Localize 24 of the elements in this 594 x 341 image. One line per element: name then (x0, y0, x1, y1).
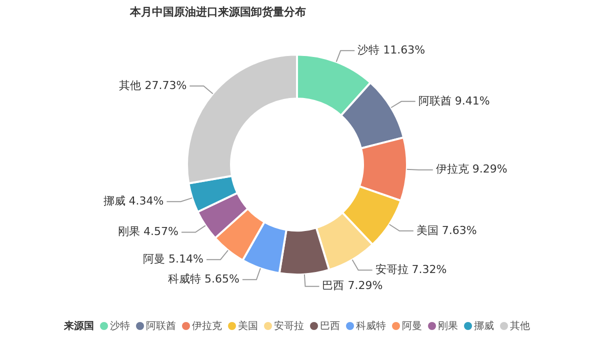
legend-label: 沙特 (110, 320, 130, 333)
category-label: 巴西 7.29% (322, 279, 383, 292)
category-label: 伊拉克 9.29% (436, 162, 508, 176)
legend-label: 其他 (510, 320, 530, 333)
category-label: 阿联酋 9.41% (418, 94, 490, 108)
legend-label: 巴西 (320, 320, 340, 333)
category-label: 美国 7.63% (416, 224, 477, 237)
legend-label: 阿曼 (402, 320, 422, 333)
legend-label: 阿联酋 (146, 320, 176, 333)
chart-title: 本月中国原油进口来源国卸货量分布 (129, 5, 306, 18)
category-label: 其他 27.73% (119, 78, 187, 92)
legend-label: 刚果 (438, 320, 458, 333)
category-label: 阿曼 5.14% (143, 252, 204, 266)
legend-label: 科威特 (356, 320, 386, 333)
legend-label: 伊拉克 (192, 320, 222, 333)
legend-label: 安哥拉 (274, 320, 304, 333)
category-label: 挪威 4.34% (103, 194, 164, 208)
legend-label: 挪威 (474, 320, 494, 333)
category-label: 科威特 5.65% (168, 272, 240, 286)
category-label: 安哥拉 7.32% (375, 262, 447, 276)
legend-title: 来源国 (64, 320, 94, 333)
category-label: 刚果 4.57% (118, 225, 178, 238)
legend-label: 美国 (238, 320, 258, 333)
category-label: 沙特 11.63% (358, 44, 426, 57)
